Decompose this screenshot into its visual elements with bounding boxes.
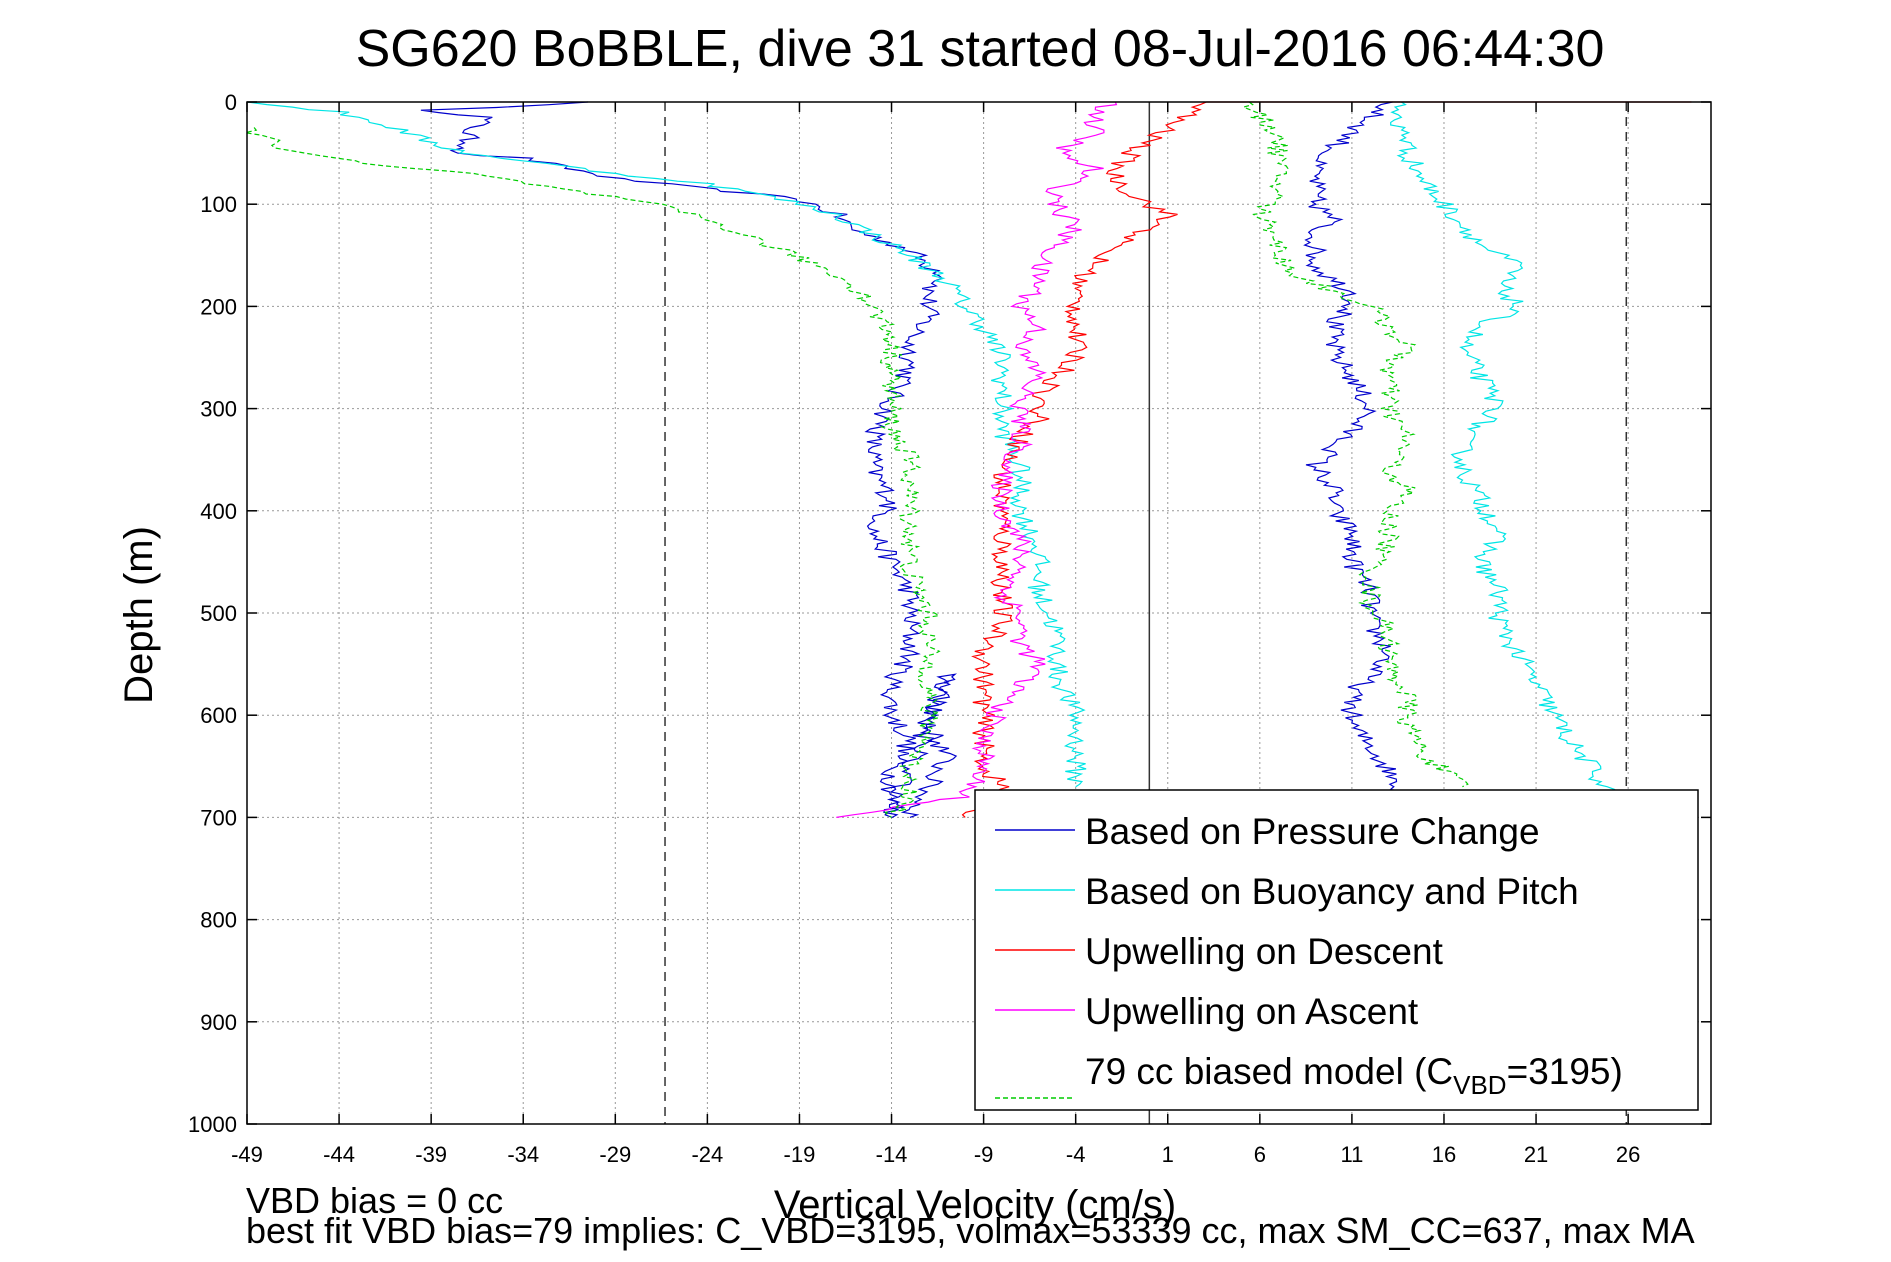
- y-tick-label: 200: [200, 294, 237, 319]
- x-tick-label: 11: [1340, 1142, 1363, 1167]
- x-tick-label: -9: [974, 1142, 994, 1167]
- series-group: [245, 101, 1692, 819]
- x-tick-label: 16: [1432, 1142, 1456, 1167]
- series-ff0000: [961, 101, 1692, 818]
- series-ff00ff: [836, 101, 1118, 818]
- x-tick-label: 6: [1254, 1142, 1266, 1167]
- series-00e5e5: [247, 101, 1616, 798]
- x-tick-label: -44: [323, 1142, 355, 1167]
- series-line: [836, 101, 1118, 818]
- y-tick-label: 1000: [188, 1112, 237, 1137]
- y-tick-label: 100: [200, 192, 237, 217]
- x-tick-label: -29: [599, 1142, 631, 1167]
- series-line: [1303, 101, 1426, 818]
- series-line: [245, 127, 941, 818]
- series-line: [961, 101, 1692, 818]
- y-tick-label: 900: [200, 1010, 237, 1035]
- y-tick-label: 400: [200, 499, 237, 524]
- x-tick-label: -19: [784, 1142, 816, 1167]
- series-00cc00: [245, 101, 1469, 818]
- x-axis-label: Vertical Velocity (cm/s): [774, 1183, 1176, 1227]
- y-tick-label: 600: [200, 703, 237, 728]
- x-tick-label: 21: [1524, 1142, 1548, 1167]
- chart-title: SG620 BoBBLE, dive 31 started 08-Jul-201…: [356, 20, 1605, 78]
- y-tick-label: 700: [200, 805, 237, 830]
- x-tick-label: -4: [1066, 1142, 1086, 1167]
- x-tick-label: -14: [876, 1142, 908, 1167]
- y-tick-label: 300: [200, 397, 237, 422]
- x-tick-label: -24: [691, 1142, 723, 1167]
- legend-box: [974, 789, 1699, 1111]
- x-tick-label: 1: [1162, 1142, 1174, 1167]
- x-tick-label: -34: [507, 1142, 539, 1167]
- legend-label: Based on Pressure Change: [1085, 811, 1540, 852]
- x-tick-label: -49: [231, 1142, 263, 1167]
- x-tick-label: -39: [415, 1142, 447, 1167]
- y-ticks: 0 100 200 300 400 500 600 700 800 900 1000: [188, 90, 1711, 1137]
- series-0000cc: [420, 101, 1426, 819]
- series-line: [420, 101, 958, 819]
- vbd-bias-note: VBD bias = 0 cc: [246, 1180, 504, 1221]
- legend-label: Based on Buoyancy and Pitch: [1085, 871, 1579, 912]
- legend-label: Upwelling on Descent: [1085, 931, 1444, 972]
- legend-label: Upwelling on Ascent: [1085, 991, 1419, 1032]
- best-fit-note: best fit VBD bias=79 implies: C_VBD=3195…: [246, 1210, 1695, 1251]
- y-tick-label: 800: [200, 908, 237, 933]
- y-tick-label: 500: [200, 601, 237, 626]
- legend-label: 79 cc biased model (CVBD=3195): [1085, 1051, 1623, 1100]
- y-tick-label: 0: [225, 90, 237, 115]
- series-line: [1241, 101, 1469, 788]
- x-tick-label: 26: [1616, 1142, 1640, 1167]
- series-line: [247, 101, 1087, 788]
- series-line: [1390, 101, 1616, 798]
- y-axis-label: Depth (m): [117, 526, 161, 704]
- x-ticks: -49 -44 -39 -34 -29 -24 -19 -14 -9 -4 1 6 11 16 21 26: [231, 102, 1640, 1167]
- legend: Based on Pressure Change Based on Buoyanc…: [974, 789, 1699, 1111]
